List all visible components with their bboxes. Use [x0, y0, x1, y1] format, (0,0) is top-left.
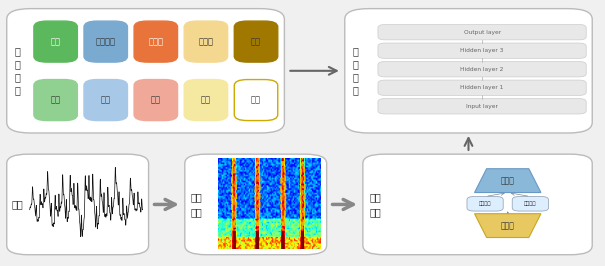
FancyBboxPatch shape — [512, 197, 549, 211]
FancyBboxPatch shape — [184, 21, 227, 62]
FancyBboxPatch shape — [134, 80, 177, 120]
Text: 机场: 机场 — [51, 37, 60, 46]
FancyBboxPatch shape — [134, 21, 177, 62]
Text: 公园: 公园 — [251, 37, 261, 46]
Polygon shape — [474, 214, 541, 238]
Text: 广场: 广场 — [51, 95, 60, 105]
FancyBboxPatch shape — [378, 43, 586, 58]
Text: 地铁站: 地铁站 — [148, 37, 163, 46]
Text: 生成器: 生成器 — [501, 221, 515, 230]
FancyBboxPatch shape — [7, 9, 284, 133]
Text: Hidden layer 3: Hidden layer 3 — [460, 48, 504, 53]
Text: 训练数据: 训练数据 — [479, 201, 491, 206]
FancyBboxPatch shape — [34, 80, 77, 120]
Text: 购物商场: 购物商场 — [96, 37, 116, 46]
Text: 真实数据: 真实数据 — [524, 201, 537, 206]
FancyBboxPatch shape — [378, 24, 586, 40]
FancyBboxPatch shape — [467, 197, 503, 211]
FancyBboxPatch shape — [84, 80, 128, 120]
Text: 音频
特征: 音频 特征 — [191, 192, 203, 217]
FancyBboxPatch shape — [378, 99, 586, 114]
Text: 神
经
网
络: 神 经 网 络 — [353, 46, 359, 95]
FancyBboxPatch shape — [234, 21, 278, 62]
FancyBboxPatch shape — [7, 154, 149, 255]
Text: 地铁: 地铁 — [251, 95, 261, 105]
Text: Output layer: Output layer — [463, 30, 500, 35]
Text: 街道: 街道 — [100, 95, 111, 105]
Text: 判别器: 判别器 — [501, 176, 515, 185]
FancyBboxPatch shape — [378, 80, 586, 95]
FancyBboxPatch shape — [378, 61, 586, 77]
Text: 电车: 电车 — [151, 95, 161, 105]
Text: Input layer: Input layer — [466, 104, 498, 109]
Text: Hidden layer 1: Hidden layer 1 — [460, 85, 504, 90]
Text: 数据
增强: 数据 增强 — [369, 192, 381, 217]
Polygon shape — [474, 169, 541, 193]
Text: Hidden layer 2: Hidden layer 2 — [460, 67, 504, 72]
Text: 人行道: 人行道 — [198, 37, 214, 46]
FancyBboxPatch shape — [184, 80, 227, 120]
FancyBboxPatch shape — [185, 154, 327, 255]
Text: 音频: 音频 — [11, 200, 24, 209]
Text: 汽车: 汽车 — [201, 95, 211, 105]
FancyBboxPatch shape — [345, 9, 592, 133]
FancyBboxPatch shape — [84, 21, 128, 62]
FancyBboxPatch shape — [234, 80, 278, 120]
FancyBboxPatch shape — [363, 154, 592, 255]
Text: 音
频
场
景: 音 频 场 景 — [15, 46, 21, 95]
FancyBboxPatch shape — [34, 21, 77, 62]
